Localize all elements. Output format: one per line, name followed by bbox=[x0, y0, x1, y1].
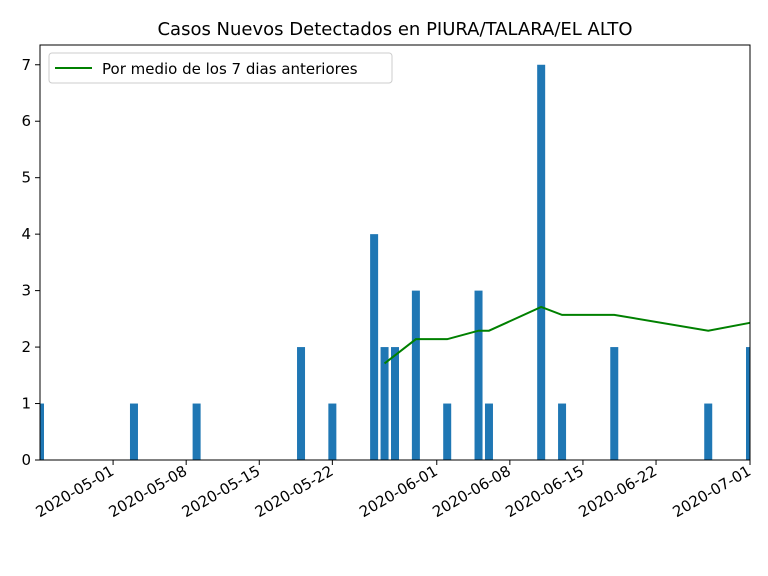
bar bbox=[610, 347, 619, 460]
chart-title: Casos Nuevos Detectados en PIURA/TALARA/… bbox=[157, 19, 632, 40]
bars bbox=[40, 64, 750, 460]
bar bbox=[443, 403, 452, 460]
bar bbox=[129, 403, 138, 460]
average-line bbox=[383, 305, 751, 365]
y-tick-label: 5 bbox=[21, 169, 31, 187]
bar bbox=[537, 64, 546, 460]
y-tick-label: 7 bbox=[21, 56, 31, 74]
bar bbox=[484, 403, 493, 460]
bar bbox=[411, 290, 420, 460]
x-tick-label: 2020-06-01 bbox=[356, 462, 441, 521]
legend-label: Por medio de los 7 dias anteriores bbox=[102, 60, 358, 78]
plot-frame bbox=[39, 44, 751, 461]
bar bbox=[192, 403, 201, 460]
bar bbox=[370, 234, 379, 460]
x-tick-label: 2020-06-08 bbox=[429, 462, 514, 521]
y-tick-label: 6 bbox=[21, 112, 31, 130]
bar bbox=[328, 403, 337, 460]
y-tick-label: 4 bbox=[21, 225, 31, 243]
y-tick-label: 3 bbox=[21, 282, 31, 300]
legend-box bbox=[48, 52, 393, 84]
bar bbox=[558, 403, 567, 460]
x-tick-label: 2020-05-01 bbox=[33, 462, 118, 521]
x-axis: 2020-05-012020-05-082020-05-152020-05-22… bbox=[33, 460, 754, 521]
bar bbox=[297, 347, 306, 460]
bar bbox=[704, 403, 713, 460]
y-tick-label: 2 bbox=[21, 338, 31, 356]
bar bbox=[391, 347, 399, 460]
x-tick-label: 2020-05-08 bbox=[106, 462, 191, 521]
x-tick-label: 2020-06-15 bbox=[502, 462, 587, 521]
x-tick-label: 2020-05-22 bbox=[252, 462, 337, 521]
y-axis: 0 1 2 3 4 5 6 7 bbox=[21, 56, 40, 469]
x-tick-label: 2020-06-22 bbox=[576, 462, 661, 521]
x-tick-label: 2020-07-01 bbox=[669, 462, 754, 521]
legend: Por medio de los 7 dias anteriores bbox=[48, 52, 393, 84]
x-tick-label: 2020-05-15 bbox=[179, 462, 264, 521]
bar bbox=[746, 347, 750, 460]
bar bbox=[380, 347, 389, 460]
bar bbox=[40, 403, 44, 460]
bar bbox=[474, 290, 483, 460]
y-tick-label: 1 bbox=[21, 395, 31, 413]
average-line-layer bbox=[383, 305, 751, 365]
y-tick-label: 0 bbox=[21, 451, 31, 469]
